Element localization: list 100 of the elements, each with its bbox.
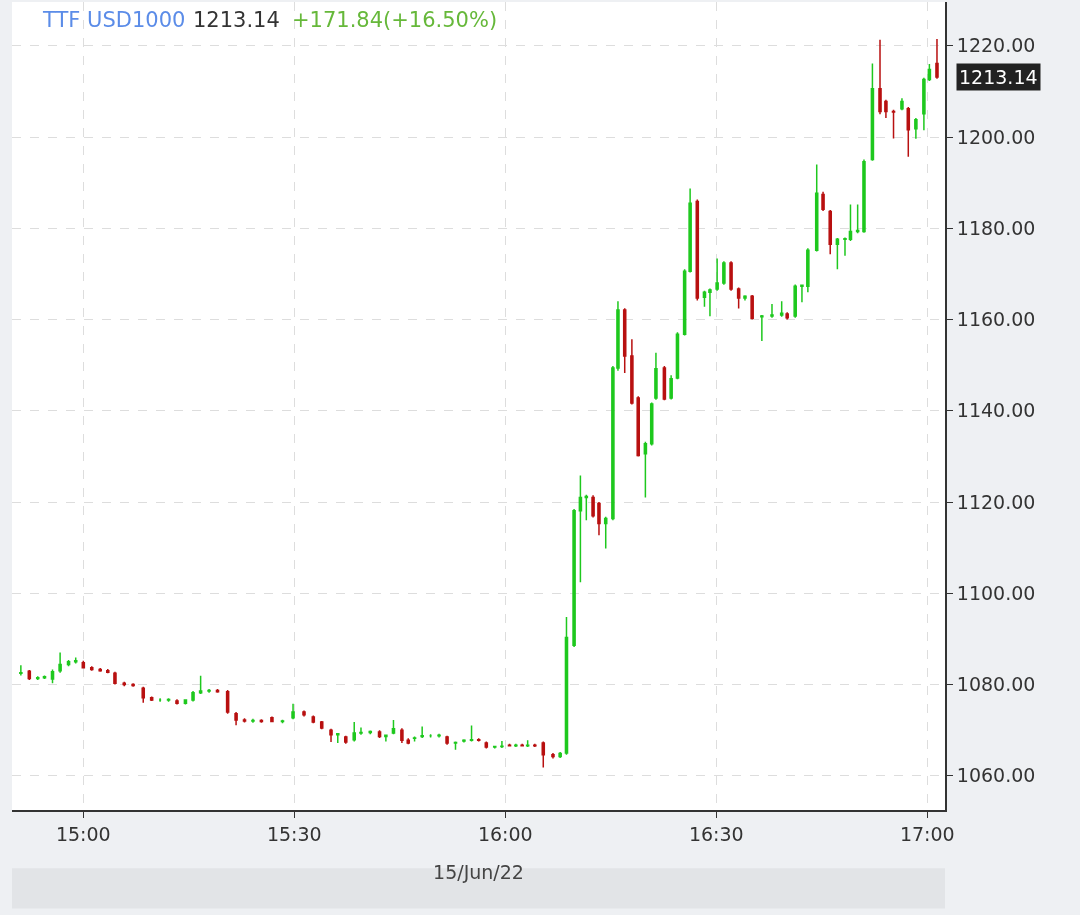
candlestick	[525, 739, 530, 748]
y-tick-label: 1220.00	[956, 34, 1036, 57]
candlestick	[344, 734, 348, 745]
annotation: +171.84(+16.50%)	[292, 8, 498, 32]
candlestick	[715, 257, 719, 292]
candlestick	[636, 395, 640, 458]
candlestick	[329, 728, 333, 743]
x-tick-label: 16:30	[688, 822, 744, 845]
candlestick	[445, 734, 449, 746]
candlestick	[291, 702, 295, 720]
x-tick-label: 15:00	[55, 822, 111, 845]
candlestick	[848, 203, 853, 242]
candlestick	[251, 718, 255, 724]
candlestick	[469, 724, 474, 743]
candlestick	[785, 311, 789, 321]
candlestick	[73, 656, 78, 665]
candlestick	[500, 740, 504, 749]
y-tick-label: 1080.00	[956, 673, 1036, 696]
candlestick	[98, 667, 102, 673]
candlestick	[743, 294, 747, 302]
candlestick	[708, 287, 712, 318]
candlestick	[843, 236, 847, 257]
y-tick-label: 1200.00	[956, 125, 1036, 148]
y-tick-label: 1180.00	[956, 216, 1036, 239]
candlestick	[591, 494, 595, 519]
candlestick	[835, 237, 840, 271]
candlestick	[702, 290, 707, 308]
candlestick	[384, 733, 388, 743]
x-axis-title: 15/Jun/22	[433, 861, 524, 884]
candlestick	[821, 191, 825, 212]
candlestick	[855, 203, 860, 235]
candlestick	[19, 664, 23, 677]
candlestick	[622, 307, 627, 374]
candlestick	[533, 743, 537, 748]
candlestick	[234, 711, 238, 726]
candlestick	[113, 671, 117, 686]
candlestick	[779, 300, 784, 318]
candlestick	[935, 38, 939, 80]
candlestick	[198, 675, 203, 695]
candlestick	[900, 97, 904, 111]
candlestick	[760, 314, 764, 342]
candlestick	[800, 283, 804, 303]
candlestick	[412, 735, 417, 743]
candlestick	[750, 294, 754, 321]
candlestick	[50, 668, 55, 684]
candlestick	[878, 39, 882, 115]
candlestick	[649, 401, 654, 447]
candlestick	[400, 727, 404, 744]
candlestick	[462, 738, 466, 744]
candlestick	[630, 338, 634, 406]
text: 1213.14	[959, 66, 1038, 88]
candlestick	[89, 665, 94, 672]
candlestick	[729, 260, 733, 292]
candlestick	[541, 740, 546, 769]
candlestick	[806, 247, 810, 293]
y-tick-label: 1060.00	[956, 764, 1036, 787]
candlestick	[514, 743, 518, 748]
x-tick-label: 15:30	[266, 822, 322, 845]
candlestick	[558, 751, 562, 758]
candlestick	[770, 303, 774, 319]
y-tick-label: 1160.00	[956, 308, 1036, 331]
candlestick	[352, 721, 357, 743]
candlestick	[688, 187, 692, 274]
annotation: 1213.14	[193, 8, 280, 32]
candlestick	[437, 733, 441, 739]
candlestick	[828, 209, 833, 256]
y-tick-label: 1140.00	[956, 399, 1036, 422]
candlestick	[551, 752, 555, 760]
candlestick	[793, 283, 797, 319]
candlestick	[207, 688, 211, 694]
chart-title: TTF USD1000	[42, 8, 186, 32]
candlestick	[420, 725, 424, 739]
y-tick-label: 1120.00	[956, 490, 1036, 513]
candlestick	[242, 717, 247, 724]
candlestick	[922, 76, 926, 131]
candlestick	[302, 711, 306, 718]
x-tick-label: 17:00	[899, 822, 955, 845]
candlestick	[406, 737, 411, 746]
candlestick	[492, 744, 497, 750]
candlestick	[270, 717, 274, 723]
candlestick	[335, 732, 340, 744]
candlestick	[175, 698, 179, 706]
candlestick	[654, 352, 658, 401]
candlestick	[106, 668, 110, 674]
candlestick	[191, 690, 195, 703]
candlestick	[914, 117, 918, 140]
candlestick	[814, 163, 819, 253]
candlestick	[891, 108, 896, 140]
x-tick-label: 16:00	[477, 822, 533, 845]
candlestick	[141, 686, 146, 704]
candlestick	[131, 682, 135, 688]
candlestick	[862, 158, 866, 234]
candlestick	[476, 737, 481, 743]
candlestick	[722, 260, 726, 286]
y-tick-label: 1100.00	[956, 581, 1036, 604]
candlestick	[572, 508, 576, 648]
candlestick	[603, 515, 608, 550]
candlestick	[453, 740, 458, 751]
candlestick	[906, 106, 911, 158]
candlestick	[669, 374, 673, 401]
